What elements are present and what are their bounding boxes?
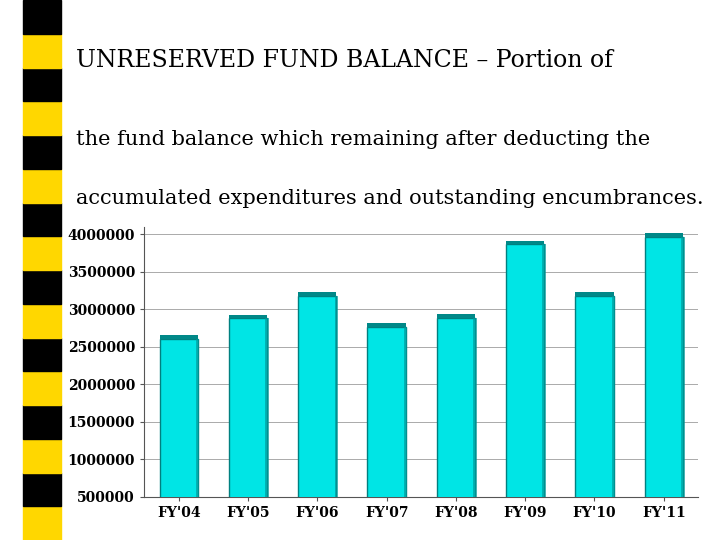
Bar bbox=[23, 0, 61, 33]
Bar bbox=[506, 244, 544, 534]
Bar bbox=[23, 68, 61, 102]
Bar bbox=[437, 318, 475, 534]
Text: the fund balance which remaining after deducting the: the fund balance which remaining after d… bbox=[76, 130, 650, 148]
Bar bbox=[298, 296, 336, 534]
Bar bbox=[681, 237, 685, 534]
Bar bbox=[23, 102, 61, 135]
Bar bbox=[367, 323, 405, 327]
Bar bbox=[23, 472, 61, 507]
Bar bbox=[335, 296, 338, 534]
Bar bbox=[644, 233, 683, 237]
Text: UNRESERVED FUND BALANCE – Portion of: UNRESERVED FUND BALANCE – Portion of bbox=[76, 49, 613, 72]
Bar bbox=[542, 244, 546, 534]
Bar bbox=[23, 438, 61, 472]
Bar bbox=[23, 33, 61, 68]
Bar bbox=[23, 237, 61, 270]
Bar bbox=[23, 507, 61, 540]
Bar bbox=[23, 372, 61, 405]
Bar bbox=[23, 202, 61, 237]
Bar bbox=[298, 292, 336, 296]
Bar bbox=[23, 303, 61, 338]
Bar bbox=[644, 237, 683, 534]
Bar bbox=[506, 240, 544, 244]
Bar bbox=[23, 338, 61, 372]
Bar bbox=[404, 327, 408, 534]
Bar bbox=[23, 405, 61, 438]
Bar bbox=[196, 339, 199, 534]
Text: accumulated expenditures and outstanding encumbrances.: accumulated expenditures and outstanding… bbox=[76, 189, 703, 208]
Bar bbox=[229, 318, 267, 534]
Bar bbox=[23, 270, 61, 303]
Bar bbox=[612, 296, 615, 534]
Bar bbox=[229, 315, 267, 318]
Bar bbox=[367, 327, 405, 534]
Bar bbox=[575, 292, 613, 296]
Bar bbox=[473, 318, 477, 534]
Bar bbox=[575, 296, 613, 534]
Bar bbox=[265, 318, 269, 534]
Bar bbox=[160, 335, 198, 339]
Bar bbox=[23, 135, 61, 168]
Bar bbox=[160, 339, 198, 534]
Bar bbox=[437, 314, 475, 318]
Bar bbox=[23, 168, 61, 202]
